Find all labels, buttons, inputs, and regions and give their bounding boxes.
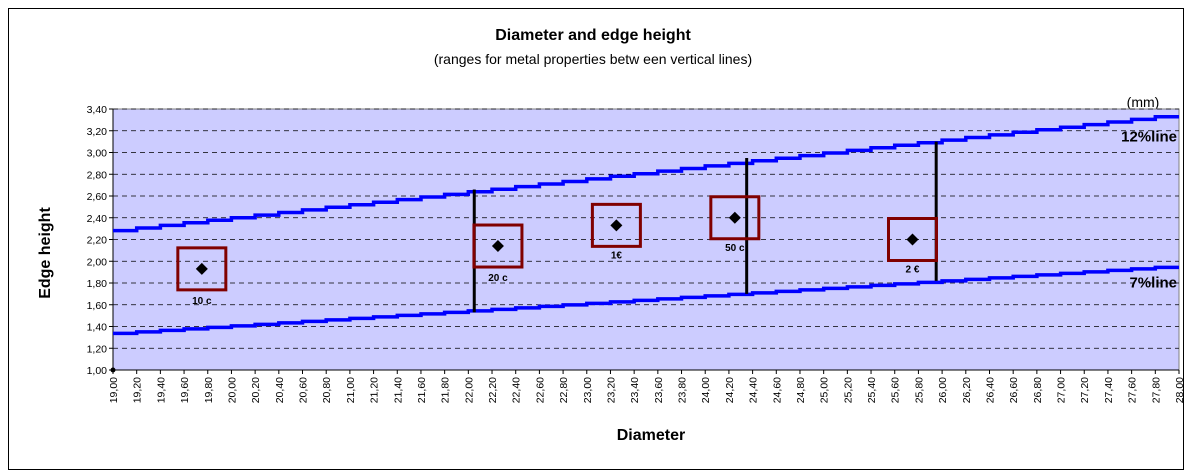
chart-title: Diameter and edge height — [495, 27, 691, 44]
x-tick-label: 21,80 — [440, 377, 452, 403]
chart-frame: Diameter and edge height (ranges for met… — [8, 8, 1184, 470]
data-point — [491, 240, 504, 253]
chart: Diameter and edge height (ranges for met… — [37, 27, 1183, 444]
y-tick-label: 1,00 — [87, 365, 108, 377]
coin-box — [709, 195, 761, 241]
x-tick-label: 19,20 — [132, 377, 144, 403]
y-tick-label: 1,40 — [87, 322, 108, 334]
x-tick-label: 27,20 — [1079, 377, 1091, 403]
x-tick-label: 19,40 — [155, 377, 167, 403]
x-tick-label: 20,80 — [321, 377, 333, 403]
coin-box — [590, 202, 642, 248]
x-tick-label: 24,20 — [724, 377, 736, 403]
data-point — [906, 233, 919, 246]
y-tick-label: 1,60 — [87, 300, 108, 312]
x-tick-label: 21,60 — [416, 377, 428, 403]
coin-box — [472, 223, 524, 269]
x-tick-label: 23,60 — [653, 377, 665, 403]
unit-label: (mm) — [1127, 94, 1160, 110]
y-axis-label: Edge height — [37, 207, 54, 299]
origin-point — [110, 367, 116, 373]
chart-subtitle: (ranges for metal properties betw een ve… — [434, 51, 752, 67]
series-label: 7%line — [1129, 275, 1177, 292]
x-tick-label: 28,00 — [1174, 377, 1183, 403]
coin-box — [176, 246, 228, 292]
x-tick-label: 20,20 — [250, 377, 262, 403]
x-tick-label: 22,00 — [463, 377, 475, 403]
data-point — [728, 211, 741, 224]
x-tick-label: 25,80 — [913, 377, 925, 403]
x-axis-label: Diameter — [617, 427, 685, 444]
series-line-upper — [113, 115, 1179, 233]
y-tick-label: 2,80 — [87, 169, 108, 181]
coin-box — [887, 217, 938, 262]
x-tick-label: 27,00 — [1056, 377, 1068, 403]
x-tick-label: 25,20 — [842, 377, 854, 403]
x-tick-label: 26,60 — [1008, 377, 1020, 403]
x-tick-label: 26,40 — [984, 377, 996, 403]
y-tick-label: 2,20 — [87, 235, 108, 247]
x-tick-label: 19,80 — [203, 377, 215, 403]
x-tick-label: 24,40 — [748, 377, 760, 403]
y-tick-label: 3,00 — [87, 148, 108, 160]
coin-label: 20 c — [488, 273, 508, 284]
x-tick-label: 27,60 — [1127, 377, 1139, 403]
x-tick-label: 27,40 — [1103, 377, 1115, 403]
x-tick-label: 25,60 — [890, 377, 902, 403]
x-tick-label: 21,40 — [392, 377, 404, 403]
y-tick-label: 2,00 — [87, 256, 108, 268]
x-tick-label: 26,80 — [1032, 377, 1044, 403]
y-tick-label: 3,40 — [87, 104, 108, 116]
y-tick-label: 3,20 — [87, 126, 108, 138]
y-tick-label: 2,60 — [87, 191, 108, 203]
y-tick-label: 2,40 — [87, 213, 108, 225]
data-point — [195, 262, 208, 275]
x-tick-label: 24,00 — [700, 377, 712, 403]
x-tick-label: 21,20 — [369, 377, 381, 403]
y-tick-label: 1,80 — [87, 278, 108, 290]
x-tick-label: 20,00 — [226, 377, 238, 403]
x-tick-label: 25,00 — [819, 377, 831, 403]
x-tick-label: 27,80 — [1150, 377, 1162, 403]
series-label: 12%line — [1121, 129, 1177, 146]
coin-label: 2 € — [906, 265, 920, 276]
x-tick-label: 20,60 — [298, 377, 310, 403]
coin-label: 1€ — [611, 250, 623, 261]
x-tick-label: 19,00 — [108, 377, 120, 403]
x-tick-label: 23,20 — [605, 377, 617, 403]
x-tick-label: 25,40 — [866, 377, 878, 403]
x-tick-label: 26,20 — [961, 377, 973, 403]
x-tick-label: 24,80 — [795, 377, 807, 403]
y-tick-label: 1,20 — [87, 343, 108, 355]
x-tick-label: 22,60 — [534, 377, 546, 403]
series-line-lower — [113, 265, 1179, 336]
x-tick-label: 22,40 — [511, 377, 523, 403]
coin-label: 10 c — [192, 296, 212, 307]
data-point — [610, 219, 623, 232]
x-tick-label: 26,00 — [937, 377, 949, 403]
x-tick-label: 20,40 — [274, 377, 286, 403]
x-tick-label: 23,00 — [582, 377, 594, 403]
x-tick-label: 23,40 — [629, 377, 641, 403]
x-tick-label: 23,80 — [677, 377, 689, 403]
x-tick-label: 22,80 — [558, 377, 570, 403]
x-tick-label: 19,60 — [179, 377, 191, 403]
x-tick-label: 24,60 — [771, 377, 783, 403]
x-tick-label: 21,00 — [345, 377, 357, 403]
coin-label: 50 c — [725, 243, 745, 254]
x-tick-label: 22,20 — [487, 377, 499, 403]
